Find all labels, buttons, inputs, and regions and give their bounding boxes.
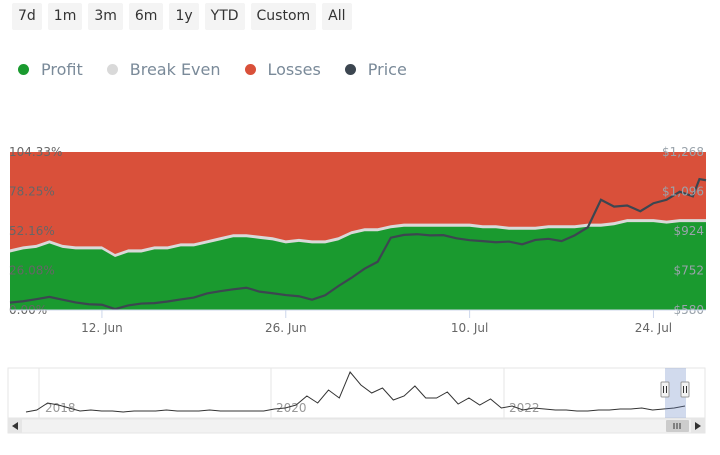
y-left-tick-label: 104.33%: [9, 145, 62, 159]
legend-item-break-even[interactable]: Break Even: [106, 60, 221, 79]
legend-dot-icon: [106, 64, 118, 75]
y-right-tick-label: $580: [673, 303, 704, 317]
range-button-1m[interactable]: 1m: [47, 3, 83, 30]
navigator-handle-right[interactable]: [680, 381, 690, 398]
y-right-tick-label: $752: [673, 264, 704, 278]
legend-label: Break Even: [129, 60, 221, 79]
navigator-selected-range: [665, 368, 686, 418]
scrollbar-thumb[interactable]: [666, 420, 689, 432]
range-selector: 7d 1m 3m 6m 1y YTD Custom All: [12, 3, 352, 30]
legend-dot-icon: [18, 64, 29, 75]
legend-label: Losses: [267, 60, 321, 79]
profit-area: [10, 222, 706, 310]
legend-label: Price: [367, 60, 407, 79]
legend-dot-icon: [244, 64, 256, 75]
triangle-right-icon: [695, 422, 701, 430]
legend-item-price[interactable]: Price: [344, 60, 407, 79]
navigator-year-label: 2020: [276, 401, 307, 415]
x-tick-label: 10. Jul: [451, 321, 488, 335]
scrollbar-left-button[interactable]: [8, 419, 22, 433]
legend-label: Profit: [41, 60, 83, 79]
y-right-tick-label: $1,096: [662, 185, 704, 199]
y-left-tick-label: 0.00%: [9, 303, 47, 317]
x-tick-label: 26. Jun: [265, 321, 307, 335]
y-left-tick-label: 52.16%: [9, 224, 55, 238]
range-button-custom[interactable]: Custom: [250, 3, 317, 30]
y-left-tick-label: 78.25%: [9, 185, 55, 199]
losses-area: [10, 152, 706, 310]
legend-dot-icon: [344, 64, 356, 75]
scrollbar-right-button[interactable]: [691, 419, 705, 433]
x-tick-label: 24. Jul: [635, 321, 672, 335]
y-right-tick-label: $1,268: [662, 145, 704, 159]
range-button-ytd[interactable]: YTD: [204, 3, 245, 30]
navigator-year-label: 2022: [509, 401, 540, 415]
navigator-frame: [7, 367, 706, 419]
navigator-series: [25, 371, 686, 413]
break-even-area: [10, 219, 706, 310]
y-right-tick-label: $924: [673, 224, 704, 238]
legend-item-losses[interactable]: Losses: [244, 60, 321, 79]
navigator-handle-left[interactable]: [660, 381, 670, 398]
range-button-6m[interactable]: 6m: [128, 3, 164, 30]
y-left-tick-label: 26.08%: [9, 264, 55, 278]
navigator-year-label: 2018: [45, 401, 76, 415]
chart-legend: Profit Break Even Losses Price: [18, 60, 407, 79]
price-line: [9, 177, 707, 311]
range-button-7d[interactable]: 7d: [12, 3, 42, 30]
scrollbar-track[interactable]: [7, 418, 706, 434]
triangle-left-icon: [12, 422, 18, 430]
range-button-1y[interactable]: 1y: [169, 3, 199, 30]
range-button-all[interactable]: All: [322, 3, 352, 30]
range-button-3m[interactable]: 3m: [88, 3, 123, 30]
x-tick-label: 12. Jun: [81, 321, 123, 335]
legend-item-profit[interactable]: Profit: [18, 60, 83, 79]
